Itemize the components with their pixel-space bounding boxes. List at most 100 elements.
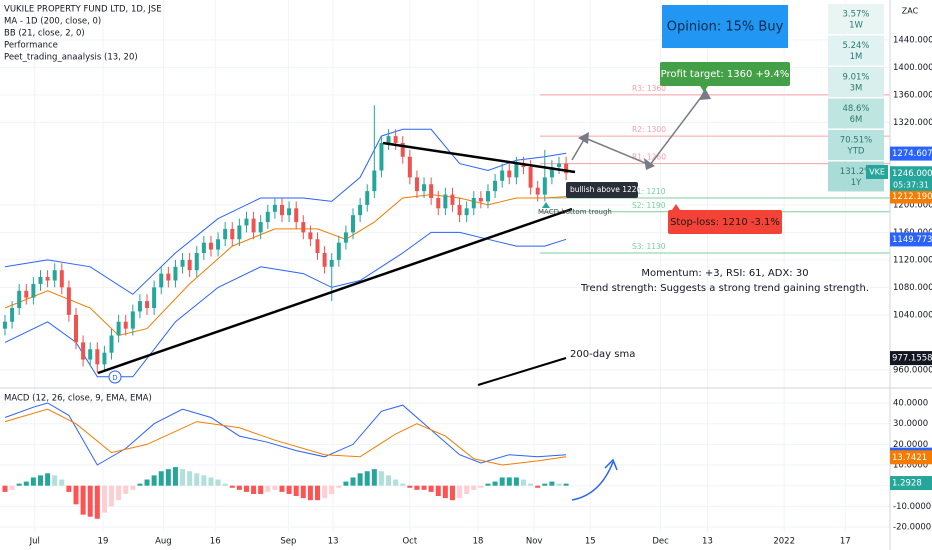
bullish-box xyxy=(566,182,638,198)
histogram-bar xyxy=(485,483,491,486)
histogram-bar xyxy=(549,481,555,486)
histogram-bar xyxy=(66,485,72,492)
performance-period: YTD xyxy=(847,147,865,157)
histogram-bar xyxy=(101,485,107,513)
performance-value: 3.57% xyxy=(842,10,869,20)
candle-body xyxy=(528,167,533,188)
candle-body xyxy=(102,352,107,365)
candle-body xyxy=(123,321,128,329)
currency: ZAC xyxy=(902,7,919,16)
candle-body xyxy=(2,321,7,329)
indicator-label: Peet_trading_anaalysis (13, 20) xyxy=(4,53,138,63)
candle-body xyxy=(336,242,341,260)
histogram-bar xyxy=(45,473,51,486)
x-tick-label: Oct xyxy=(402,537,417,547)
histogram-bar xyxy=(336,485,342,488)
candle-body xyxy=(159,273,164,288)
y-tick-label: 40.0000 xyxy=(893,399,928,409)
histogram-bar xyxy=(435,485,441,497)
histogram-bar xyxy=(94,485,100,519)
candle-body xyxy=(287,208,292,216)
candle-body xyxy=(38,277,43,284)
histogram-bar xyxy=(322,485,328,499)
indicator-line xyxy=(4,194,567,337)
performance-cell xyxy=(828,35,884,66)
candle-body xyxy=(81,342,86,360)
candle-body xyxy=(265,211,270,223)
sma-line xyxy=(477,357,567,386)
opinion-box xyxy=(662,5,788,48)
candle-body xyxy=(450,194,455,205)
price-label-box xyxy=(890,166,932,181)
histogram-bar xyxy=(23,481,29,486)
candle-body xyxy=(223,228,228,240)
histogram-bar xyxy=(471,485,477,490)
histogram-bar xyxy=(201,475,207,486)
performance-value: 131.2% xyxy=(840,167,872,177)
histogram-bar xyxy=(400,483,406,486)
x-tick-label: Nov xyxy=(526,537,543,547)
price-label: 977.1558 xyxy=(892,354,932,364)
candle-body xyxy=(230,228,235,240)
candle-body xyxy=(173,266,178,281)
profit-pointer xyxy=(700,86,708,92)
histogram-bar xyxy=(172,467,178,486)
candle-body xyxy=(557,163,562,168)
histogram-bar xyxy=(279,485,285,492)
x-tick-label: 2022 xyxy=(773,537,795,547)
indicator-label: MA - 1D (200, close, 0) xyxy=(4,17,101,27)
histogram-bar xyxy=(243,485,249,492)
price-label: 1274.6073 xyxy=(892,149,932,159)
chart-title: VUKILE PROPERTY FUND LTD, 1D, JSE xyxy=(4,5,162,15)
candle-body xyxy=(45,277,50,281)
histogram-bar xyxy=(520,479,526,486)
candle-body xyxy=(443,194,448,209)
indicator-label: Performance xyxy=(4,41,58,51)
histogram-bar xyxy=(109,485,115,507)
histogram-bar xyxy=(428,485,434,492)
histogram-bar xyxy=(528,483,534,486)
y-tick-label: 1120.0000 xyxy=(893,255,932,265)
candle-body xyxy=(535,187,540,195)
x-tick-label: 13 xyxy=(702,537,713,547)
performance-value: 48.6% xyxy=(842,104,869,114)
histogram-bar xyxy=(357,473,363,486)
candle-body xyxy=(343,232,348,243)
signal-triangle xyxy=(542,202,550,208)
level-label: S1: 1210 xyxy=(632,187,666,196)
histogram-bar xyxy=(286,485,292,494)
countdown-box xyxy=(890,179,932,191)
candle-body xyxy=(485,191,490,202)
candle-body xyxy=(187,259,192,271)
candle-body xyxy=(549,167,554,178)
performance-cell xyxy=(828,130,884,160)
stop-text: Stop-loss: 1210 -3.1% xyxy=(670,217,780,228)
x-tick-label: Dec xyxy=(652,537,669,547)
candle-body xyxy=(272,204,277,212)
indicator-line xyxy=(4,402,567,466)
histogram-bar xyxy=(315,485,321,501)
histogram-bar xyxy=(87,485,93,517)
candle-body xyxy=(201,242,206,253)
histogram-bar xyxy=(251,485,257,494)
y-tick-label: 960.0000 xyxy=(893,365,932,375)
histogram-bar xyxy=(542,483,548,486)
candle-body xyxy=(194,253,199,271)
histogram-bar xyxy=(265,485,271,492)
indicator-line xyxy=(4,128,567,295)
histogram-bar xyxy=(272,485,278,490)
histogram-bar xyxy=(229,485,235,488)
candle-body xyxy=(365,191,370,205)
candle-body xyxy=(59,270,64,288)
macd-arrow xyxy=(571,461,614,501)
histogram-bar xyxy=(30,477,36,486)
candle-body xyxy=(407,156,412,178)
histogram-bar xyxy=(506,477,512,486)
level-label: R1: 1260 xyxy=(632,153,666,162)
performance-period: 1M xyxy=(850,52,863,62)
histogram-bar xyxy=(307,485,313,501)
candle-body xyxy=(279,204,284,216)
x-tick-label: 19 xyxy=(98,537,109,547)
candle-body xyxy=(216,239,221,250)
candle-body xyxy=(308,232,313,240)
